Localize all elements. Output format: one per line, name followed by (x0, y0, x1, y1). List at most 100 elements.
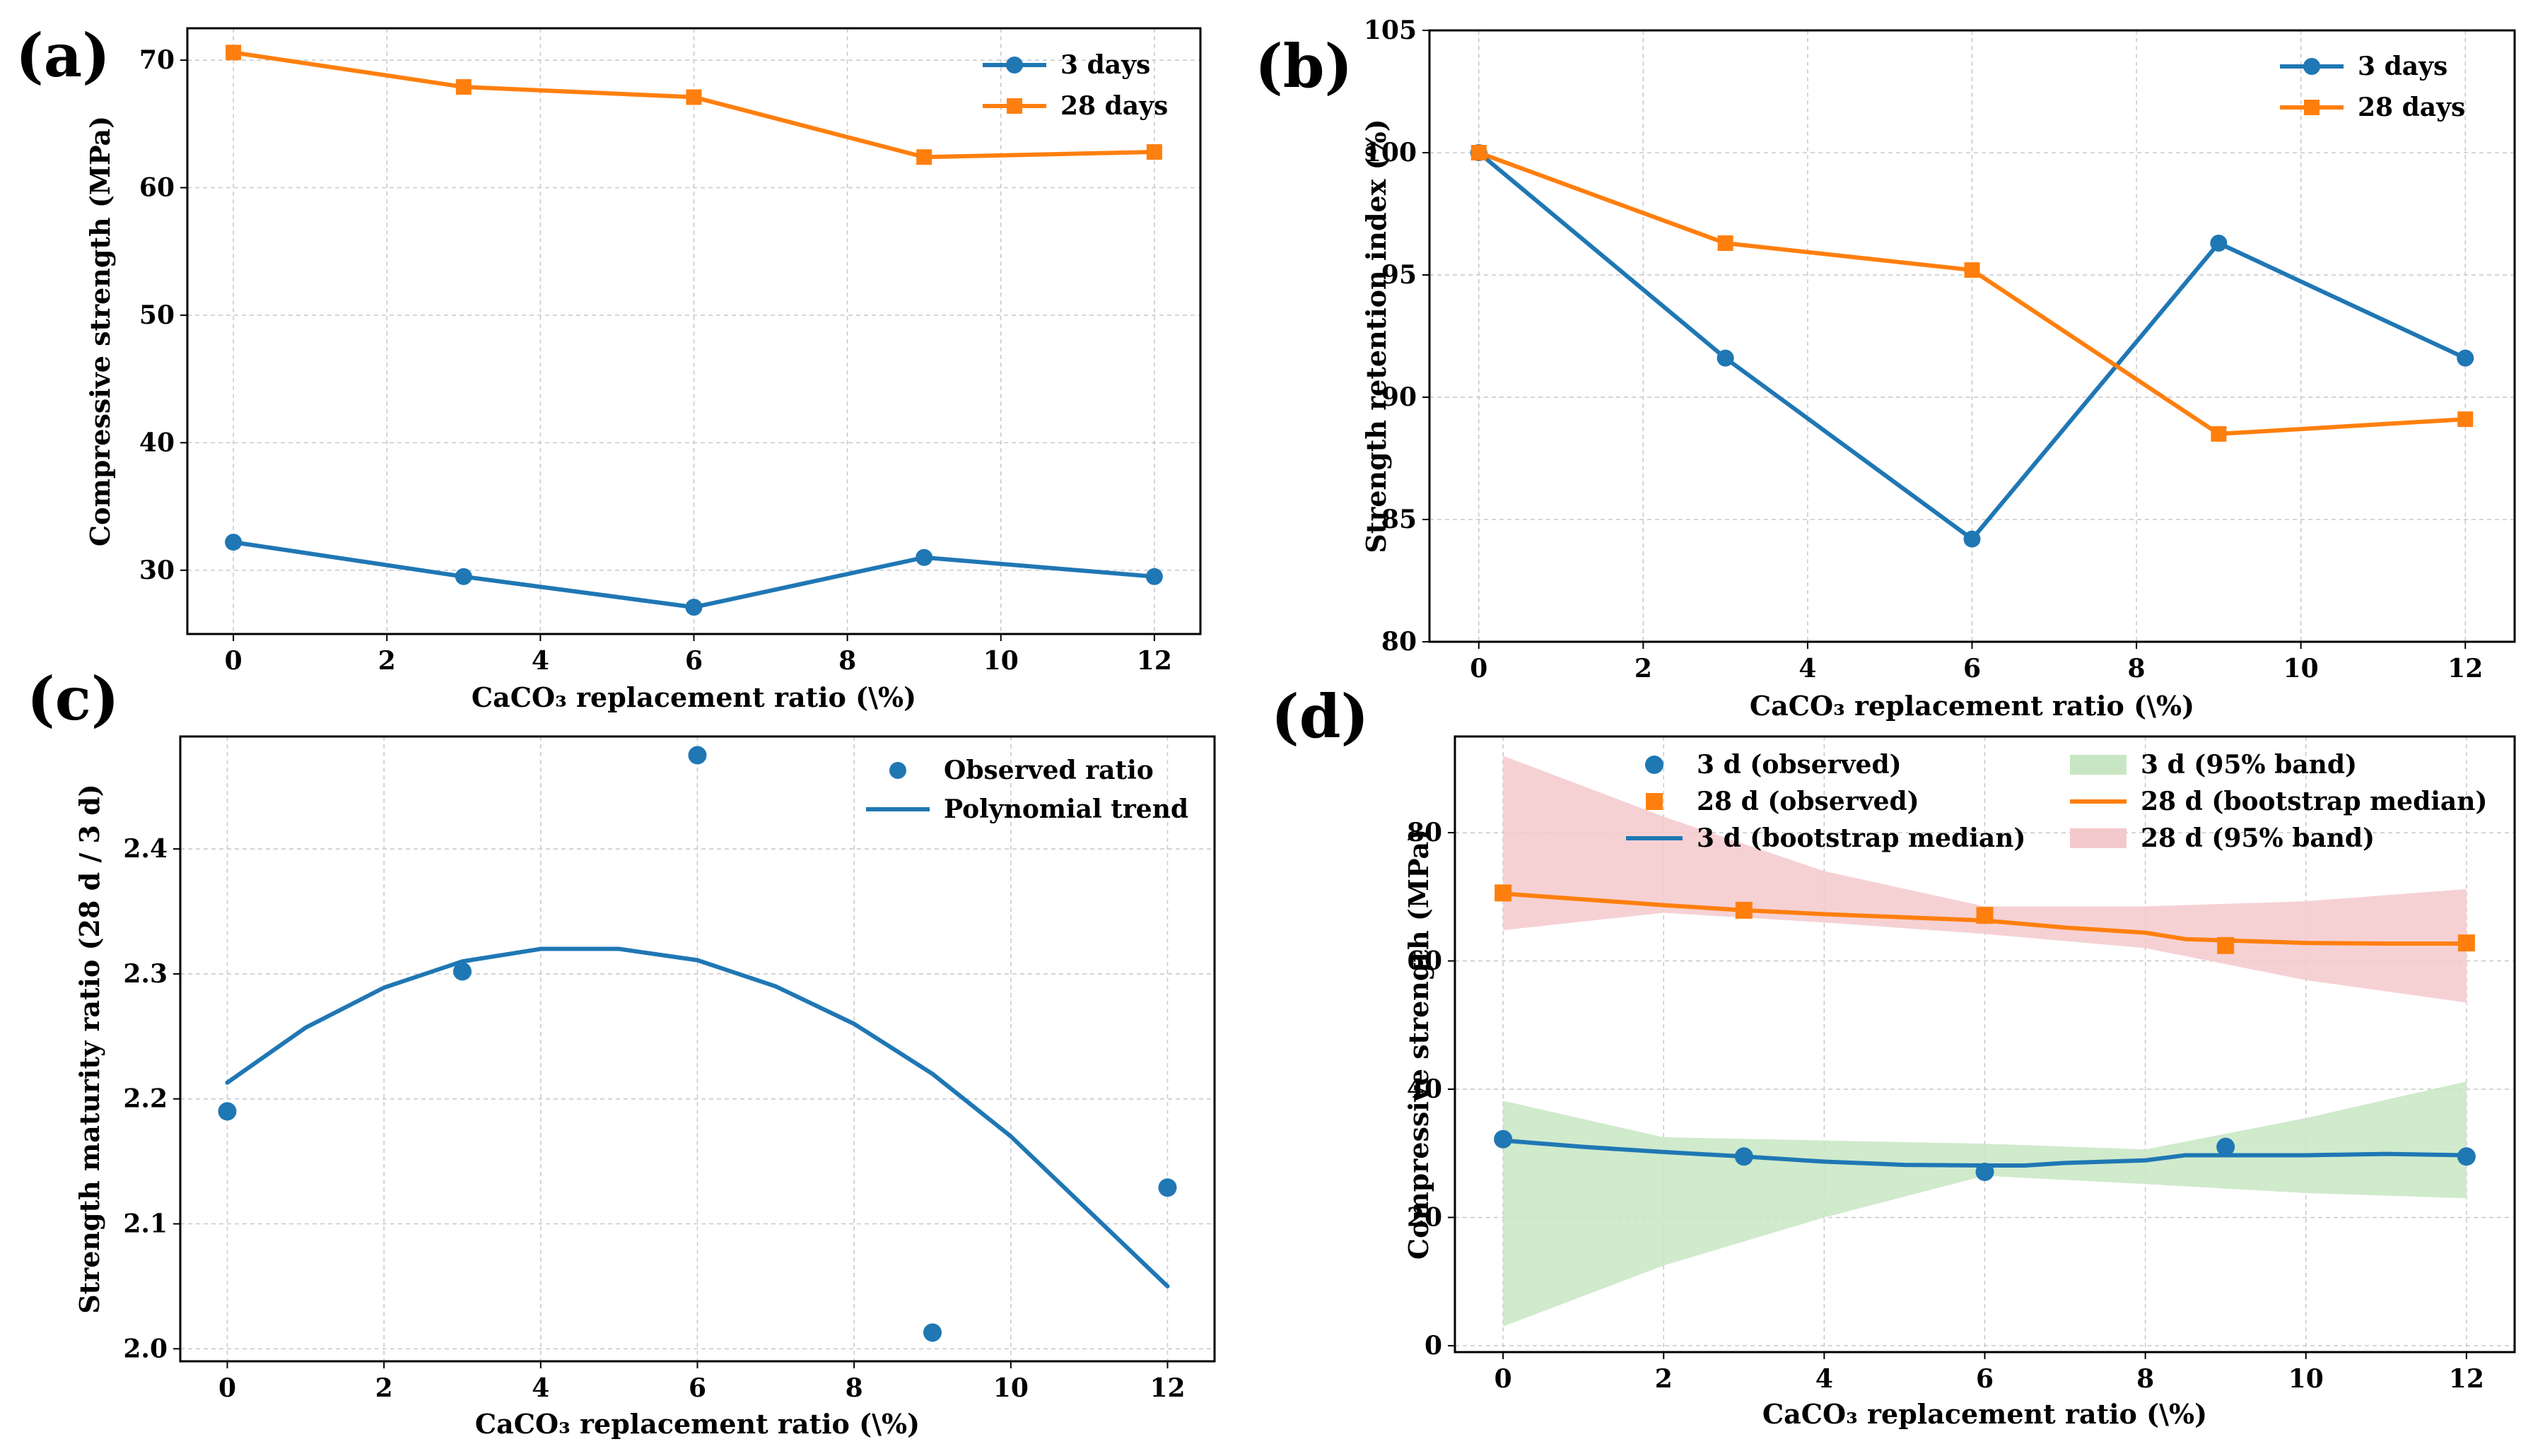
x-tick-label: 10 (2283, 654, 2319, 683)
y-tick-label: 20 (1407, 1202, 1442, 1232)
y-tick-label: 70 (139, 45, 175, 75)
plot-frame (1428, 29, 2516, 643)
y-tick-label: 85 (1381, 505, 1417, 534)
panel-d-chart: 0 2 4 6 8 10 12 0 20 40 60 80 CaCO₃ replacement rati… (1403, 735, 2516, 1430)
x-tick-label: 12 (1137, 646, 1172, 676)
y-tick-label: 60 (139, 173, 175, 203)
data-point (916, 149, 932, 165)
data-point (2210, 235, 2228, 252)
data-point (916, 548, 933, 566)
legend-patch (2070, 828, 2127, 848)
y-axis-label: Strength maturity ratio (28 d / 3 d) (74, 784, 105, 1314)
x-tick-label: 6 (1963, 654, 1981, 683)
x-tick-label: 6 (1976, 1364, 1994, 1394)
panel-label-b: (b) (1255, 31, 1352, 101)
data-point (1734, 1147, 1753, 1166)
plot-frame (179, 735, 1216, 1363)
legend-marker (1006, 57, 1023, 74)
data-point (2457, 1147, 2476, 1166)
y-tick-label: 95 (1381, 260, 1417, 290)
x-tick-label: 0 (218, 1373, 236, 1403)
legend-marker (2303, 58, 2320, 75)
x-tick-label: 8 (838, 646, 856, 676)
x-tick-label: 12 (1150, 1373, 1185, 1403)
legend-marker (2304, 100, 2320, 115)
y-tick-label: 40 (139, 428, 175, 457)
legend-label: 28 days (2358, 93, 2465, 122)
y-tick-label: 2.2 (123, 1084, 168, 1114)
legend-label: 28 d (observed) (1697, 787, 1919, 816)
data-point (1735, 901, 1753, 919)
x-tick-label: 10 (983, 646, 1019, 676)
legend-label: Polynomial trend (944, 794, 1188, 824)
data-point (2457, 349, 2474, 367)
data-point (1145, 568, 1163, 585)
x-tick-label: 10 (2288, 1364, 2324, 1394)
data-point (1717, 235, 1733, 252)
x-axis-label: CaCO₃ replacement ratio (\%) (1762, 1398, 2207, 1430)
data-point (1975, 1163, 1994, 1182)
y-axis-label: Strength retention index (%) (1360, 119, 1392, 553)
y-tick-label: 2.0 (123, 1334, 168, 1363)
x-tick-label: 2 (378, 646, 396, 676)
x-tick-label: 4 (1815, 1364, 1833, 1394)
y-tick-label: 2.1 (123, 1209, 168, 1239)
x-tick-label: 4 (532, 1373, 549, 1403)
y-tick-label: 80 (1407, 818, 1442, 847)
y-tick-label: 40 (1407, 1074, 1442, 1104)
x-tick-label: 0 (1495, 1364, 1512, 1394)
legend-marker (1646, 793, 1663, 810)
x-tick-label: 8 (2128, 654, 2146, 683)
x-tick-label: 0 (225, 646, 242, 676)
x-tick-label: 2 (1655, 1364, 1673, 1394)
data-point (2211, 425, 2227, 442)
legend-marker (1645, 756, 1663, 774)
data-point (686, 89, 702, 105)
data-point (225, 534, 242, 551)
x-tick-label: 2 (375, 1373, 393, 1403)
x-tick-label: 6 (689, 1373, 706, 1403)
legend-marker (889, 762, 906, 779)
x-axis-label: CaCO₃ replacement ratio (\%) (472, 681, 916, 713)
data-point (2457, 411, 2474, 428)
y-axis-label: Compressive strength (MPa) (1403, 829, 1434, 1260)
legend-label: 3 d (bootstrap median) (1697, 823, 2025, 853)
y-tick-label: 100 (1364, 138, 1417, 168)
panel-label-d: (d) (1271, 681, 1369, 751)
data-point (1470, 145, 1487, 160)
legend-label: 3 d (observed) (1697, 750, 1902, 780)
y-axis-label: Compressive strength (MPa) (84, 116, 116, 546)
x-tick-label: 12 (2449, 1364, 2484, 1394)
data-point (1146, 144, 1162, 160)
data-point (218, 1102, 237, 1121)
panel-a-chart: 0 2 4 6 8 10 12 30 40 50 60 70 CaCO₃ replacement rat… (84, 27, 1202, 713)
y-tick-label: 2.3 (123, 959, 168, 989)
data-point (2457, 934, 2475, 952)
legend-label: 28 d (95% band) (2141, 823, 2375, 853)
panel-label-c: (c) (27, 664, 119, 734)
data-point (455, 78, 472, 95)
data-point (1964, 262, 1980, 278)
data-point (1976, 907, 1994, 924)
data-point (923, 1323, 942, 1342)
x-axis-label: CaCO₃ replacement ratio (\%) (475, 1408, 920, 1440)
median-line (1501, 1138, 2469, 1168)
legend-marker (1007, 98, 1022, 114)
data-point (226, 45, 242, 61)
legend-patch (2070, 755, 2127, 775)
x-tick-label: 12 (2447, 654, 2483, 683)
legend-label: 28 days (1060, 91, 1168, 121)
x-tick-label: 8 (2136, 1364, 2154, 1394)
x-tick-label: 2 (1634, 654, 1652, 683)
legend-label: 3 d (95% band) (2141, 750, 2357, 780)
legend-label: 3 days (2358, 52, 2447, 81)
y-tick-label: 90 (1381, 382, 1417, 412)
x-tick-label: 0 (1470, 654, 1487, 683)
legend-label: Observed ratio (944, 756, 1154, 785)
x-tick-label: 6 (685, 646, 703, 676)
data-point (1158, 1178, 1177, 1197)
data-point (2216, 1137, 2235, 1156)
panel-c-chart: 0 2 4 6 8 10 12 2.0 2.1 2.2 2.3 2.4 CaCO₃ replacemen… (74, 735, 1216, 1440)
data-point (1963, 530, 1981, 548)
panel-label-a: (a) (16, 20, 110, 90)
